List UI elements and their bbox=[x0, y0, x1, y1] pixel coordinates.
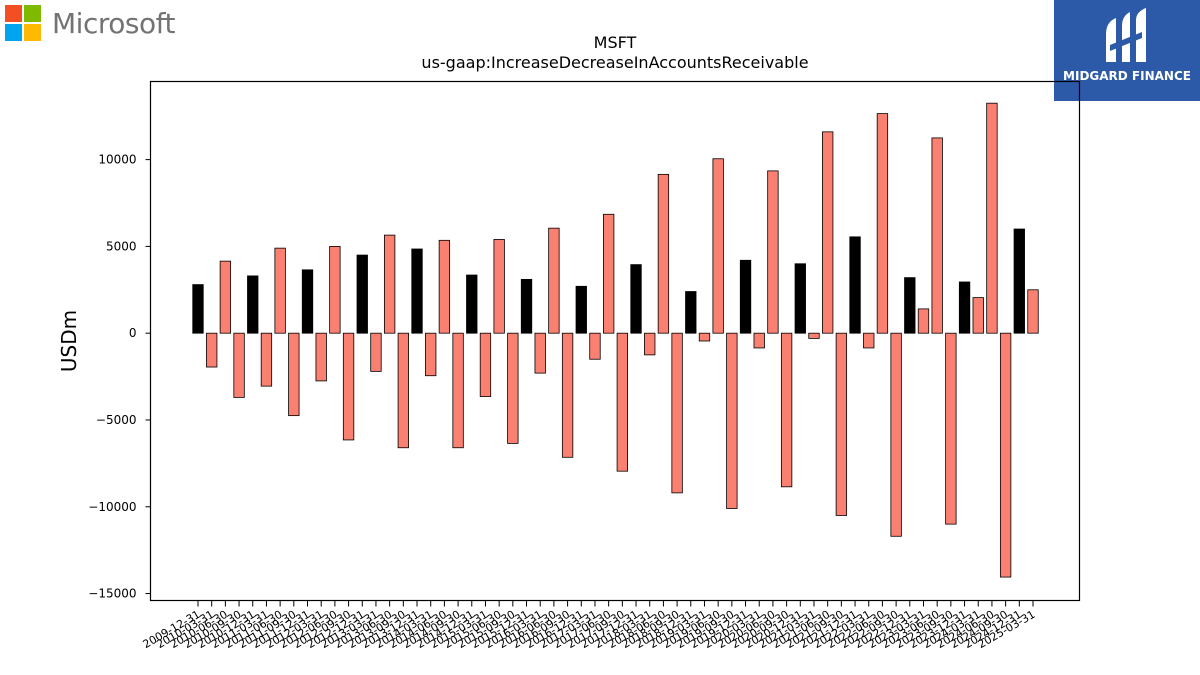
y-tick-label: −10000 bbox=[88, 500, 136, 514]
chart-title: MSFT bbox=[594, 33, 637, 52]
x-axis: 2009-12-312010-03-312010-06-302010-09-30… bbox=[141, 600, 1038, 651]
bar-2024-03-31 bbox=[972, 297, 984, 334]
y-axis-label: USDm bbox=[57, 310, 81, 372]
bar-2011-12-31 bbox=[301, 269, 314, 334]
bar-2011-03-31 bbox=[260, 332, 273, 387]
plot-frame bbox=[149, 80, 1081, 602]
bar-2018-09-30 bbox=[671, 332, 683, 494]
chart-subtitle: us-gaap:IncreaseDecreaseInAccountsReceiv… bbox=[421, 53, 808, 72]
bar-2024-12-31 bbox=[1013, 228, 1025, 334]
bar-2020-09-30 bbox=[780, 332, 793, 488]
bar-2012-12-31 bbox=[356, 254, 368, 334]
y-tick-label: 5000 bbox=[106, 239, 137, 253]
bar-2016-09-30 bbox=[561, 332, 574, 458]
bar-2009-12-31 bbox=[192, 284, 204, 334]
bar-2015-09-30 bbox=[507, 332, 519, 444]
bar-2017-06-30 bbox=[603, 213, 615, 334]
microsoft-logo-yellow-square bbox=[24, 24, 41, 41]
microsoft-logo-red-square bbox=[5, 5, 22, 22]
bar-2019-09-30 bbox=[726, 332, 738, 509]
bar-2014-09-30 bbox=[452, 332, 464, 449]
bar-2021-09-30 bbox=[835, 332, 848, 516]
bar-2024-06-30 bbox=[986, 102, 998, 334]
bar-2015-12-31 bbox=[520, 278, 533, 334]
y-tick-label: 10000 bbox=[98, 153, 136, 167]
midgard-finance-name: MIDGARD FINANCE bbox=[1063, 69, 1191, 83]
bar-2017-03-31 bbox=[589, 332, 601, 360]
bar-2015-06-30 bbox=[493, 239, 505, 334]
microsoft-logo: Microsoft bbox=[5, 5, 185, 45]
bar-2016-12-31 bbox=[575, 285, 587, 334]
bar-2023-09-30 bbox=[945, 332, 957, 525]
bar-2010-03-31 bbox=[206, 332, 218, 368]
bar-2020-12-31 bbox=[794, 263, 806, 334]
bar-2016-06-30 bbox=[548, 227, 560, 334]
bar-2013-03-31 bbox=[370, 332, 382, 372]
bar-2015-03-31 bbox=[479, 332, 492, 397]
bar-2022-12-31 bbox=[904, 277, 916, 334]
bar-2024-09-30 bbox=[999, 332, 1012, 578]
bar-2018-03-31 bbox=[644, 332, 656, 356]
bar-2017-09-30 bbox=[616, 332, 628, 472]
bar-2022-03-31 bbox=[863, 332, 875, 349]
bar-2010-06-30 bbox=[219, 260, 232, 334]
microsoft-logo-blue-square bbox=[5, 24, 22, 41]
bar-2013-09-30 bbox=[397, 332, 409, 449]
bars-group bbox=[192, 102, 1039, 578]
bar-2012-09-30 bbox=[342, 332, 355, 441]
midgard-finance-logo: MIDGARD FINANCE bbox=[1054, 0, 1200, 101]
bar-2023-06-30 bbox=[931, 137, 943, 334]
bar-2019-06-30 bbox=[712, 158, 724, 334]
bar-2021-12-31 bbox=[849, 236, 861, 334]
bar-2013-12-31 bbox=[411, 248, 423, 334]
bar-2011-09-30 bbox=[288, 332, 300, 417]
microsoft-wordmark: Microsoft bbox=[52, 7, 175, 40]
bar-2011-06-30 bbox=[274, 247, 286, 334]
bar-2017-12-31 bbox=[630, 264, 642, 334]
y-axis: −15000 −10000 −5000 0 5000 10000 bbox=[88, 153, 151, 601]
bar-2022-09-30 bbox=[890, 332, 902, 537]
bar-2010-09-30 bbox=[233, 332, 245, 398]
bar-2020-06-30 bbox=[767, 170, 779, 334]
bar-2021-03-31 bbox=[808, 332, 820, 339]
bar-2014-06-30 bbox=[438, 239, 451, 334]
microsoft-logo-green-square bbox=[24, 5, 41, 22]
bar-2025-03-31 bbox=[1027, 289, 1039, 334]
bar-2019-03-31 bbox=[698, 332, 711, 342]
bar-2010-12-31 bbox=[247, 275, 259, 334]
bar-2023-12-31 bbox=[958, 281, 971, 334]
bar-2014-12-31 bbox=[466, 274, 478, 334]
bar-2018-12-31 bbox=[685, 291, 697, 334]
bar-2012-06-30 bbox=[329, 245, 341, 334]
bar-2022-06-30 bbox=[876, 113, 889, 334]
y-tick-label: 0 bbox=[129, 326, 137, 340]
bar-2012-03-31 bbox=[315, 332, 327, 382]
midgard-logo-icon bbox=[1106, 8, 1146, 62]
bar-2016-03-31 bbox=[534, 332, 546, 374]
y-tick-label: −5000 bbox=[96, 413, 137, 427]
bar-2021-06-30 bbox=[822, 131, 834, 334]
bar-2018-06-30 bbox=[657, 173, 670, 334]
bar-2014-03-31 bbox=[425, 332, 437, 377]
y-tick-label: −15000 bbox=[88, 587, 136, 601]
bar-2020-03-31 bbox=[753, 332, 765, 349]
bar-2019-12-31 bbox=[739, 259, 752, 334]
bar-2013-06-30 bbox=[383, 234, 396, 334]
bar-2023-03-31 bbox=[917, 308, 930, 334]
